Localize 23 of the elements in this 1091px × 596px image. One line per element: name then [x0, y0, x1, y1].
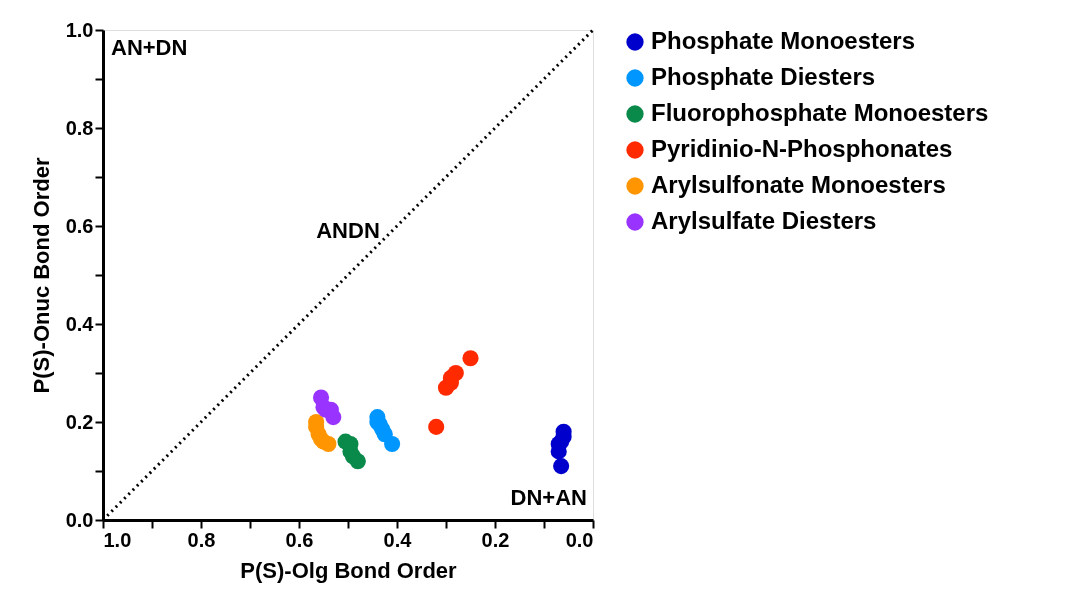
legend-label: Phosphate Monoesters [651, 27, 916, 54]
y-tick-label: 0.8 [65, 116, 94, 139]
y-axis-title: P(S)-Onuc Bond Order [28, 157, 54, 394]
x-tick-label: 1.0 [103, 528, 132, 551]
y-tick-label: 0.6 [65, 214, 94, 237]
y-tick-label: 0.4 [65, 312, 95, 335]
legend-label: Arylsulfonate Monoesters [651, 171, 946, 198]
legend-label: Phosphate Diesters [651, 63, 876, 90]
annotation: ANDN [316, 217, 380, 243]
x-tick-label: 0.4 [383, 528, 413, 551]
legend-label: Pyridinio-N-Phosphonates [651, 135, 953, 162]
annotation: AN+DN [111, 35, 188, 60]
y-tick-label: 1.0 [65, 18, 94, 41]
x-tick-label: 0.8 [187, 528, 216, 551]
annotation: DN+AN [510, 485, 587, 510]
x-tick-label: 0.6 [285, 528, 314, 551]
y-tick-label: 0.2 [65, 410, 94, 433]
y-tick-label: 0.0 [65, 508, 94, 531]
x-tick-label: 0.0 [565, 528, 594, 551]
x-axis-title: P(S)-Olg Bond Order [240, 557, 458, 583]
legend-label: Arylsulfate Diesters [651, 207, 877, 234]
x-tick-label: 0.2 [481, 528, 510, 551]
legend-label: Fluorophosphate Monoesters [651, 99, 989, 126]
